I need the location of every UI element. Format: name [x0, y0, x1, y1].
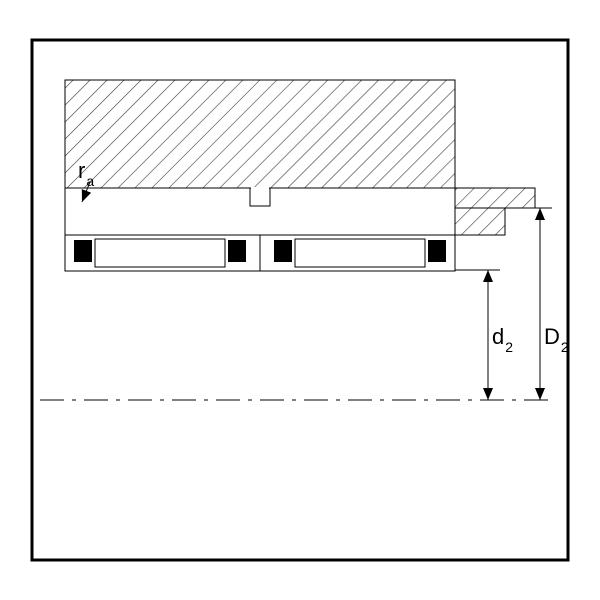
shoulder-hatched-upper: [455, 188, 535, 208]
cage-section-0: [74, 240, 92, 262]
cage-section-2: [274, 240, 292, 262]
engineering-drawing: rad2D2: [0, 0, 600, 600]
label-d2: d2: [492, 324, 513, 355]
cage-section-3: [428, 240, 446, 262]
lube-groove: [250, 188, 270, 206]
label-D2: D2: [544, 324, 569, 355]
cage-section-1: [228, 240, 246, 262]
shoulder-hatched-lower: [455, 208, 505, 235]
